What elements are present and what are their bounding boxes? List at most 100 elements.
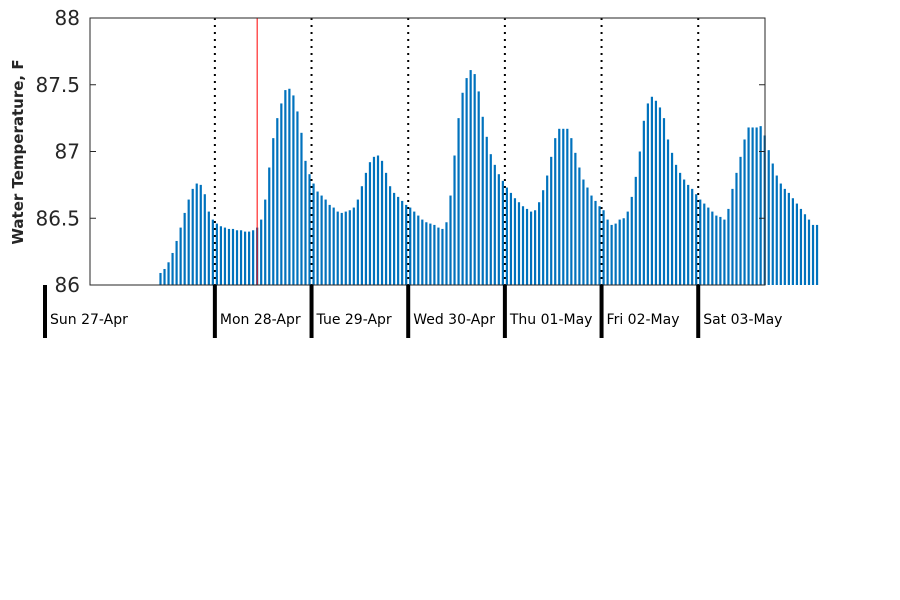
bar: [207, 211, 210, 285]
bar: [268, 167, 271, 285]
bar: [803, 214, 807, 285]
bar: [529, 211, 533, 285]
bar: [340, 212, 343, 285]
bar: [711, 211, 714, 285]
bar: [715, 215, 718, 285]
bar: [602, 210, 605, 285]
bar: [735, 172, 738, 285]
bar: [437, 227, 440, 285]
bar: [175, 240, 178, 285]
bar: [505, 187, 508, 285]
bar: [239, 230, 243, 285]
bar: [598, 206, 601, 285]
bar: [606, 219, 609, 285]
bar: [461, 92, 464, 285]
bar: [264, 199, 267, 285]
y-tick-label: 87: [55, 140, 80, 164]
bar: [457, 118, 460, 286]
bar: [497, 174, 500, 285]
bar: [513, 198, 517, 285]
day-label: Wed 30-Apr: [413, 312, 495, 328]
bar: [695, 194, 698, 285]
bar: [388, 186, 392, 285]
bar: [775, 175, 778, 285]
bar: [203, 194, 206, 285]
bar: [654, 100, 658, 286]
bar: [646, 103, 649, 285]
bar: [558, 128, 561, 285]
bar: [284, 90, 287, 285]
day-label: Fri 02-May: [607, 312, 680, 328]
bar: [795, 203, 799, 285]
day-label: Tue 29-Apr: [316, 312, 392, 328]
bar: [622, 218, 625, 285]
bar: [368, 162, 372, 285]
bar: [312, 183, 315, 285]
bar: [469, 70, 472, 285]
bar: [328, 204, 331, 285]
bar: [425, 222, 428, 285]
bar: [501, 180, 504, 285]
bar: [562, 128, 565, 285]
bar: [731, 188, 734, 285]
bar: [707, 207, 710, 285]
bar: [356, 199, 359, 285]
bar: [211, 219, 214, 285]
bar: [417, 215, 420, 285]
bar: [670, 152, 674, 285]
bar: [445, 222, 448, 285]
bar: [674, 164, 678, 285]
bar: [747, 127, 750, 285]
bar: [171, 252, 174, 285]
bar: [473, 74, 476, 285]
bar: [159, 272, 162, 285]
y-tick-label: 86: [55, 273, 80, 297]
bar: [260, 219, 263, 285]
bar: [578, 167, 581, 285]
bar: [521, 206, 525, 285]
bar: [272, 138, 275, 285]
bar: [453, 155, 456, 285]
bar: [699, 199, 702, 285]
bar: [759, 126, 762, 285]
bar: [320, 195, 323, 285]
bar: [276, 118, 279, 286]
y-axis: 86 86.5 87 87.5 88: [35, 6, 765, 297]
bar: [687, 184, 690, 286]
bar: [489, 154, 492, 285]
bar: [348, 210, 351, 285]
bar: [380, 160, 384, 285]
bar: [783, 188, 786, 285]
bar: [771, 163, 774, 285]
bar: [252, 230, 255, 285]
bar: [727, 208, 730, 285]
bar: [586, 187, 589, 285]
bar: [791, 198, 794, 285]
bar: [405, 204, 408, 285]
y-tick-label: 87.5: [35, 73, 80, 97]
bar: [650, 96, 654, 286]
bar: [691, 188, 694, 285]
bar: [815, 224, 819, 285]
bar: [183, 212, 186, 285]
bar: [533, 210, 537, 285]
bar: [465, 78, 468, 285]
bar: [679, 172, 682, 285]
bar: [191, 188, 194, 285]
bar: [401, 200, 404, 285]
bar: [364, 172, 368, 285]
bar: [360, 186, 363, 285]
bar: [594, 200, 597, 285]
bar: [590, 195, 593, 285]
bar: [779, 183, 782, 285]
bar: [574, 152, 577, 285]
bar: [336, 211, 339, 285]
day-dividers: [213, 18, 700, 285]
bar: [618, 219, 621, 285]
bar: [723, 219, 726, 285]
bar: [449, 195, 452, 285]
bar: [413, 211, 416, 285]
bar: [352, 207, 355, 285]
bar: [614, 223, 617, 285]
bar: [179, 227, 182, 285]
